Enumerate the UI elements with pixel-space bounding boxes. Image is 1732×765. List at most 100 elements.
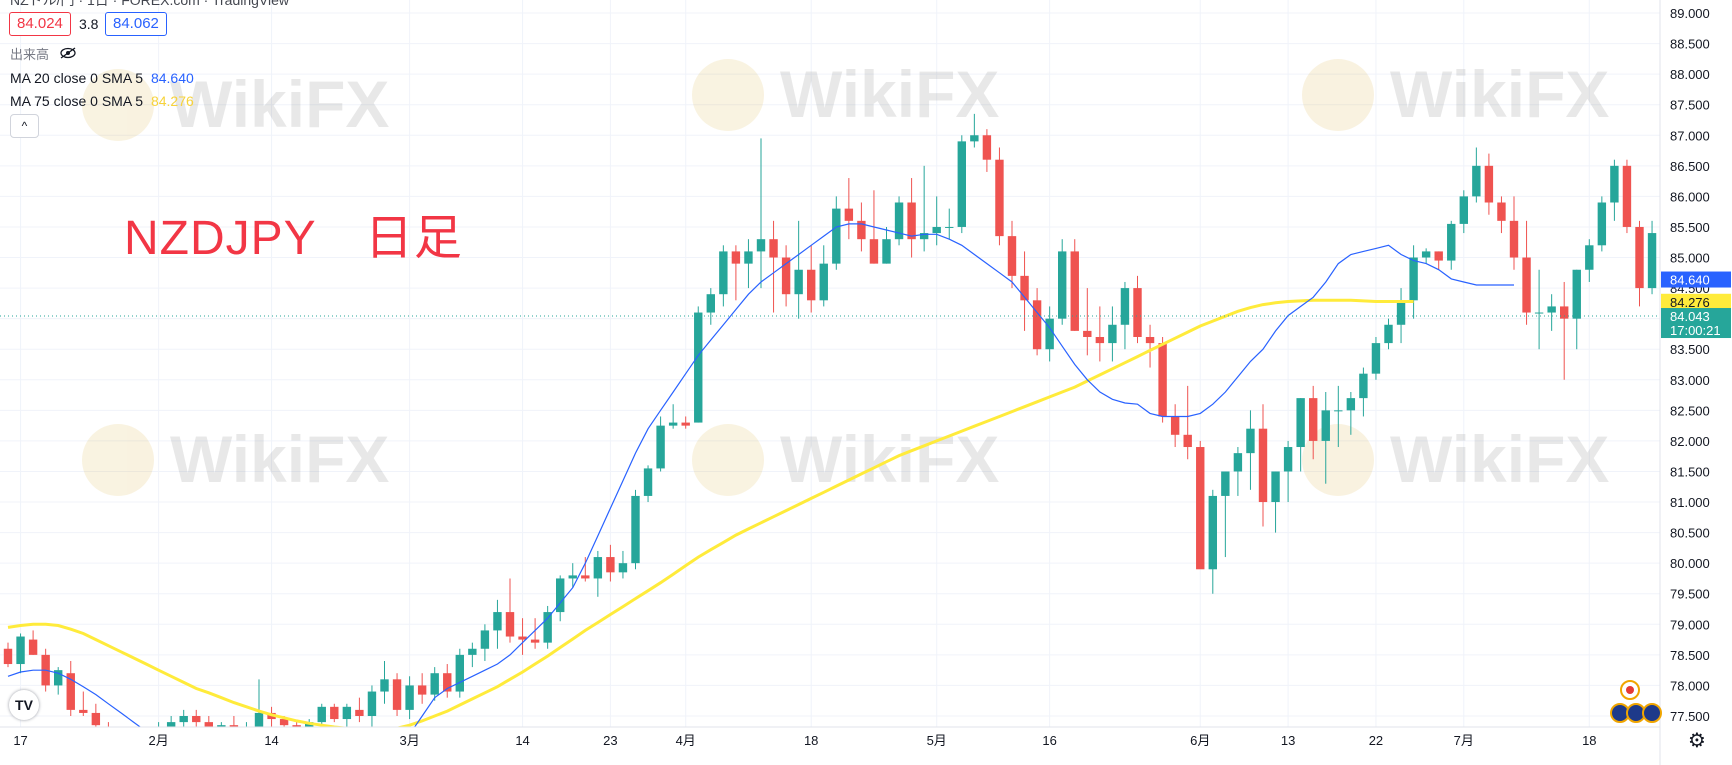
candle-body[interactable]: [1120, 288, 1130, 325]
candle-body[interactable]: [744, 251, 753, 264]
candle-body[interactable]: [857, 220, 866, 240]
candle-body[interactable]: [91, 712, 101, 726]
candle-body[interactable]: [1032, 300, 1042, 350]
candle-body[interactable]: [1283, 447, 1293, 472]
candle-body[interactable]: [593, 557, 603, 579]
candle-body[interactable]: [1258, 428, 1268, 503]
candle-body[interactable]: [869, 239, 879, 264]
candle-body[interactable]: [1384, 324, 1393, 344]
candle-body[interactable]: [1108, 324, 1117, 344]
candle-body[interactable]: [1396, 300, 1406, 325]
candle-body[interactable]: [1321, 410, 1330, 441]
candle-body[interactable]: [1145, 336, 1155, 344]
candle-body[interactable]: [1208, 495, 1217, 570]
candle-body[interactable]: [518, 636, 527, 640]
candle-body[interactable]: [1534, 312, 1544, 314]
candle-body[interactable]: [995, 159, 1004, 237]
candle-body[interactable]: [417, 685, 427, 695]
candle-body[interactable]: [618, 563, 628, 573]
candle-body[interactable]: [392, 679, 402, 710]
candle-body[interactable]: [1610, 165, 1619, 203]
candle-body[interactable]: [844, 208, 854, 221]
candle-body[interactable]: [1070, 251, 1079, 331]
candle-body[interactable]: [982, 135, 992, 160]
candle-body[interactable]: [279, 719, 289, 726]
eye-off-icon[interactable]: [59, 47, 77, 62]
candle-body[interactable]: [769, 239, 778, 258]
volume-legend[interactable]: 出来高: [10, 44, 77, 63]
candle-body[interactable]: [1560, 306, 1569, 319]
candle-body[interactable]: [28, 639, 38, 655]
candle-body[interactable]: [1058, 251, 1067, 319]
candle-body[interactable]: [643, 468, 653, 496]
candle-body[interactable]: [668, 422, 678, 426]
candle-body[interactable]: [1246, 428, 1255, 454]
candle-body[interactable]: [1133, 288, 1142, 337]
candle-body[interactable]: [166, 722, 176, 729]
candle-body[interactable]: [1296, 398, 1305, 448]
candle-body[interactable]: [919, 233, 929, 240]
candle-body[interactable]: [1170, 416, 1180, 435]
candle-body[interactable]: [1007, 236, 1017, 276]
ask-price[interactable]: 84.062: [105, 12, 167, 36]
candle-body[interactable]: [1346, 398, 1356, 411]
candle-body[interactable]: [380, 679, 389, 692]
candle-body[interactable]: [1597, 202, 1607, 246]
candle-body[interactable]: [932, 226, 941, 234]
candle-body[interactable]: [179, 716, 188, 723]
candle-body[interactable]: [16, 636, 25, 665]
candle-body[interactable]: [731, 251, 741, 264]
candle-body[interactable]: [1359, 373, 1368, 399]
tradingview-logo-icon[interactable]: TV: [9, 690, 39, 720]
ma75-price-tag[interactable]: 84.276: [1661, 293, 1731, 310]
candle-body[interactable]: [3, 648, 13, 665]
candle-body[interactable]: [957, 141, 966, 227]
candle-body[interactable]: [66, 673, 75, 710]
candle-body[interactable]: [405, 685, 414, 710]
candle-body[interactable]: [192, 716, 201, 723]
candle-body[interactable]: [1459, 196, 1468, 224]
candle-body[interactable]: [631, 495, 640, 564]
candle-body[interactable]: [794, 269, 803, 295]
candle-body[interactable]: [468, 648, 477, 655]
candle-body[interactable]: [1585, 245, 1594, 270]
candle-body[interactable]: [756, 239, 766, 252]
candle-body[interactable]: [1434, 251, 1443, 261]
price-axis[interactable]: [1660, 0, 1732, 727]
ma75-line[interactable]: [7, 298, 1414, 732]
candle-body[interactable]: [367, 691, 377, 716]
candle-body[interactable]: [781, 257, 791, 295]
gear-icon[interactable]: ⚙: [1688, 730, 1706, 752]
ma20-legend[interactable]: MA 20 close 0 SMA 5 84.640: [10, 70, 194, 86]
candle-body[interactable]: [1095, 336, 1105, 344]
candle-body[interactable]: [1647, 233, 1657, 289]
candle-body[interactable]: [254, 712, 264, 729]
candle-body[interactable]: [480, 630, 490, 649]
candle-body[interactable]: [656, 425, 665, 469]
currency-flags-icon[interactable]: [1610, 680, 1666, 731]
ma20-price-tag[interactable]: 84.640: [1661, 271, 1731, 288]
candle-body[interactable]: [204, 722, 213, 729]
bid-price[interactable]: 84.024: [9, 12, 71, 36]
candle-body[interactable]: [330, 706, 339, 720]
candle-body[interactable]: [1497, 202, 1506, 221]
candle-body[interactable]: [807, 269, 816, 301]
candle-body[interactable]: [1233, 453, 1243, 472]
candle-body[interactable]: [317, 706, 326, 723]
candle-body[interactable]: [443, 673, 452, 692]
candle-body[interactable]: [530, 639, 540, 643]
candle-body[interactable]: [1572, 269, 1581, 319]
candle-body[interactable]: [79, 709, 88, 713]
candle-body[interactable]: [1158, 343, 1167, 417]
candle-body[interactable]: [1309, 398, 1318, 441]
candle-body[interactable]: [1371, 343, 1381, 374]
candle-body[interactable]: [1622, 165, 1632, 227]
candle-body[interactable]: [1509, 220, 1519, 258]
candle-body[interactable]: [455, 654, 464, 692]
candle-body[interactable]: [342, 706, 352, 720]
candle-body[interactable]: [568, 575, 577, 579]
candle-body[interactable]: [1409, 257, 1418, 301]
candle-body[interactable]: [1547, 306, 1556, 313]
candle-body[interactable]: [694, 312, 703, 423]
